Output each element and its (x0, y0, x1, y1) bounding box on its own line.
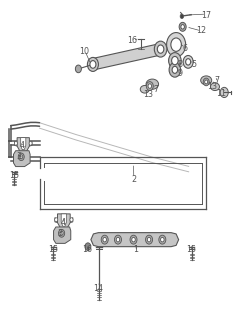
Ellipse shape (140, 85, 149, 93)
Polygon shape (91, 233, 179, 247)
Circle shape (172, 56, 178, 65)
Circle shape (130, 235, 137, 244)
Circle shape (146, 235, 152, 244)
Text: 16: 16 (82, 245, 92, 254)
Circle shape (18, 153, 24, 161)
Circle shape (148, 84, 151, 88)
Text: 8: 8 (177, 60, 182, 69)
Polygon shape (17, 138, 29, 152)
Circle shape (181, 25, 184, 29)
Polygon shape (14, 151, 30, 167)
Circle shape (183, 55, 193, 68)
Text: 2: 2 (131, 175, 136, 184)
Circle shape (205, 80, 208, 84)
Circle shape (147, 237, 151, 242)
Circle shape (180, 14, 184, 19)
Text: 15: 15 (48, 245, 58, 254)
Circle shape (172, 66, 178, 73)
Circle shape (169, 62, 181, 77)
Polygon shape (54, 227, 71, 244)
Circle shape (60, 231, 63, 235)
Polygon shape (21, 138, 26, 150)
Circle shape (159, 235, 166, 244)
Text: 4: 4 (61, 218, 66, 227)
Circle shape (101, 235, 108, 244)
Text: 14: 14 (93, 284, 103, 292)
Text: 13: 13 (207, 82, 217, 91)
Polygon shape (55, 218, 57, 223)
Circle shape (167, 33, 186, 57)
Text: 10: 10 (80, 47, 90, 56)
Ellipse shape (201, 76, 212, 85)
Circle shape (161, 237, 164, 242)
Circle shape (157, 45, 164, 53)
Circle shape (90, 60, 96, 68)
Text: 17: 17 (201, 11, 211, 20)
Text: 3: 3 (58, 229, 63, 238)
Circle shape (70, 218, 73, 222)
Circle shape (203, 78, 209, 86)
Circle shape (169, 52, 181, 68)
Circle shape (55, 218, 58, 222)
Polygon shape (61, 214, 67, 226)
Polygon shape (29, 141, 32, 146)
Text: 15: 15 (9, 171, 19, 180)
Text: 3: 3 (16, 152, 21, 161)
Text: 15: 15 (186, 245, 196, 254)
Circle shape (103, 237, 106, 242)
Text: 9: 9 (177, 69, 182, 78)
Circle shape (146, 82, 153, 91)
Circle shape (114, 235, 121, 244)
Ellipse shape (210, 83, 219, 91)
Text: 13: 13 (144, 90, 153, 99)
Text: 12: 12 (196, 27, 206, 36)
Circle shape (29, 141, 32, 145)
Text: 5: 5 (191, 60, 196, 69)
Text: 6: 6 (182, 44, 187, 53)
Circle shape (154, 41, 167, 57)
Circle shape (58, 229, 65, 237)
Polygon shape (57, 214, 70, 228)
Polygon shape (70, 218, 73, 223)
Circle shape (14, 141, 17, 145)
Text: 4: 4 (19, 141, 24, 150)
Circle shape (220, 87, 228, 98)
Circle shape (87, 57, 99, 71)
Polygon shape (91, 44, 162, 70)
Circle shape (171, 38, 181, 51)
Circle shape (85, 243, 91, 251)
Circle shape (20, 155, 23, 159)
Circle shape (116, 237, 120, 242)
Text: 7: 7 (153, 85, 159, 94)
Circle shape (132, 237, 135, 242)
Circle shape (75, 65, 81, 73)
Polygon shape (15, 141, 17, 146)
Circle shape (186, 59, 191, 65)
Text: 16: 16 (127, 36, 137, 45)
Ellipse shape (146, 79, 159, 89)
Text: 7: 7 (214, 76, 219, 85)
Circle shape (179, 22, 186, 31)
Text: 1: 1 (134, 245, 139, 254)
Text: 11: 11 (216, 89, 226, 98)
